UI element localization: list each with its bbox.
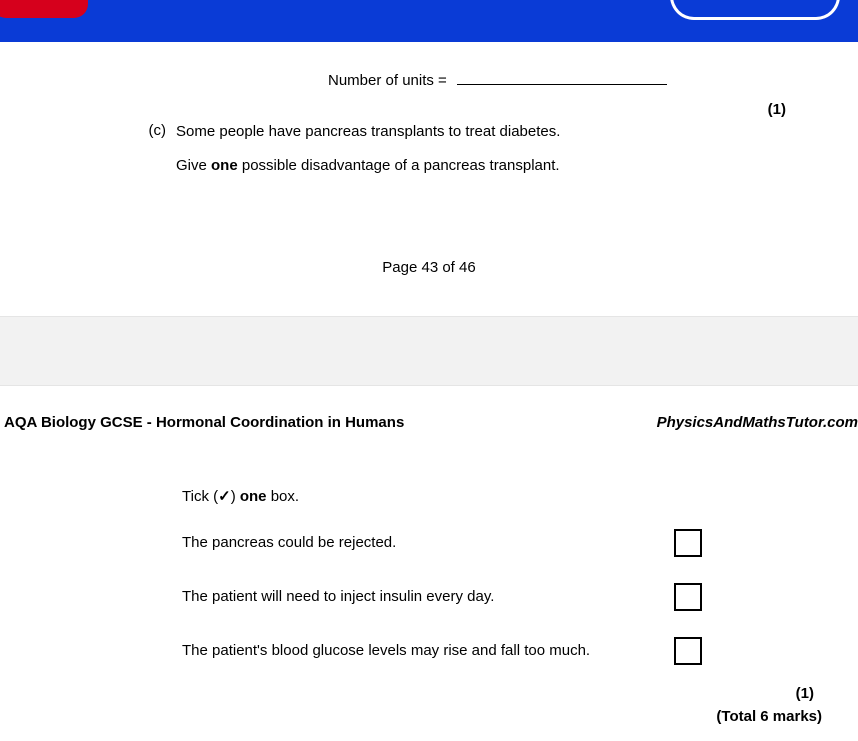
checkbox-2[interactable] (674, 583, 702, 611)
part-c-line2-post: possible disadvantage of a pancreas tran… (238, 157, 560, 174)
tick-mid: ) (231, 488, 240, 505)
part-c-line2: Give one possible disadvantage of a panc… (176, 156, 770, 176)
page-gap (0, 316, 858, 386)
part-c-body: Some people have pancreas transplants to… (176, 122, 830, 191)
top-banner (0, 0, 858, 42)
blue-pill-decor (670, 0, 840, 20)
mark-1a: (1) (28, 101, 830, 118)
checkbox-3[interactable] (674, 637, 702, 665)
tick-symbol: ✓ (218, 488, 231, 505)
part-c: (c) Some people have pancreas transplant… (28, 122, 830, 191)
page-lower: AQA Biology GCSE - Hormonal Coordination… (0, 386, 858, 725)
option-2-text: The patient will need to inject insulin … (182, 587, 674, 607)
part-c-line1: Some people have pancreas transplants to… (176, 122, 770, 142)
page-upper: Number of units = (1) (c) Some people ha… (0, 42, 858, 286)
tick-bold: one (240, 488, 267, 505)
total-marks: (Total 6 marks) (0, 708, 858, 725)
page-number: Page 43 of 46 (28, 259, 830, 276)
mark-1b: (1) (0, 685, 858, 702)
red-pill-decor (0, 0, 88, 18)
option-row-2: The patient will need to inject insulin … (182, 583, 702, 611)
option-3-text: The patient's blood glucose levels may r… (182, 641, 674, 661)
page-header-row: AQA Biology GCSE - Hormonal Coordination… (0, 414, 858, 431)
part-c-line2-bold: one (211, 157, 238, 174)
header-left: AQA Biology GCSE - Hormonal Coordination… (4, 414, 404, 431)
checkbox-1[interactable] (674, 529, 702, 557)
part-c-line2-pre: Give (176, 157, 211, 174)
units-label: Number of units = (328, 72, 447, 89)
part-c-label: (c) (136, 122, 176, 191)
tick-instruction: Tick (✓) one box. (182, 487, 798, 505)
tick-post: box. (267, 488, 300, 505)
units-row: Number of units = (328, 72, 830, 89)
option-1-text: The pancreas could be rejected. (182, 533, 674, 553)
tick-pre: Tick ( (182, 488, 218, 505)
answer-blank-line[interactable] (457, 84, 667, 85)
header-right: PhysicsAndMathsTutor.com (657, 414, 858, 431)
option-row-1: The pancreas could be rejected. (182, 529, 702, 557)
option-row-3: The patient's blood glucose levels may r… (182, 637, 702, 665)
tick-section: Tick (✓) one box. The pancreas could be … (182, 487, 858, 665)
